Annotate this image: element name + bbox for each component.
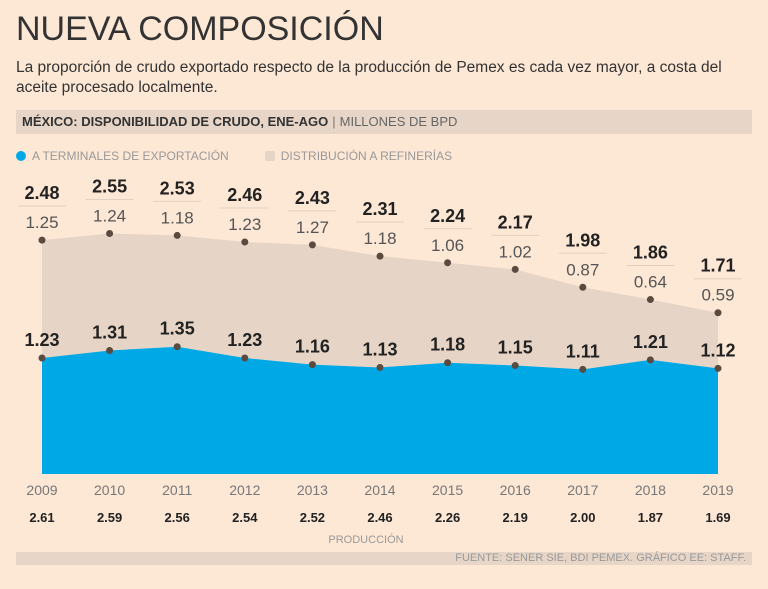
point-total — [241, 238, 249, 246]
production-value: 2.26 — [435, 510, 460, 525]
export-value-label: 1.18 — [430, 335, 465, 355]
x-tick-label: 2018 — [635, 482, 666, 498]
point-export — [444, 359, 452, 367]
refineries-value-label: 1.27 — [296, 218, 329, 237]
point-export — [646, 356, 654, 364]
total-label: 1.98 — [565, 230, 600, 250]
point-export — [38, 354, 46, 362]
total-label: 2.48 — [24, 183, 59, 203]
source-note: FUENTE: SENER SIE, BDI PEMEX. GRÁFICO EE… — [16, 552, 752, 565]
export-value-label: 1.11 — [566, 341, 600, 361]
point-export — [579, 365, 587, 373]
production-value: 1.69 — [705, 510, 730, 525]
point-export — [173, 343, 181, 351]
total-label: 2.53 — [160, 178, 195, 198]
production-value: 2.54 — [232, 510, 258, 525]
legend: A TERMINALES DE EXPORTACIÓN DISTRIBUCIÓN… — [16, 149, 452, 163]
point-total — [444, 259, 452, 267]
point-total — [714, 309, 722, 317]
production-value: 2.59 — [97, 510, 122, 525]
chart-unit: MILLONES DE BPD — [339, 114, 458, 129]
production-value: 1.87 — [638, 510, 663, 525]
total-label: 2.17 — [498, 212, 533, 232]
subtitle: La proporción de crudo exportado respect… — [16, 59, 722, 96]
x-tick-label: 2012 — [229, 482, 260, 498]
x-tick-label: 2017 — [567, 482, 598, 498]
production-value: 2.56 — [165, 510, 190, 525]
total-label: 2.24 — [430, 206, 465, 226]
refineries-value-label: 1.18 — [161, 208, 194, 227]
x-tick-label: 2009 — [26, 482, 57, 498]
export-value-label: 1.23 — [24, 330, 59, 350]
point-total — [173, 231, 181, 239]
x-tick-label: 2011 — [162, 482, 192, 498]
point-export — [241, 354, 249, 362]
x-tick-label: 2010 — [94, 482, 125, 498]
point-total — [106, 230, 114, 238]
x-tick-label: 2014 — [364, 482, 395, 498]
total-label: 2.55 — [92, 177, 127, 197]
export-value-label: 1.15 — [498, 338, 533, 358]
chart-title: MÉXICO: DISPONIBILIDAD DE CRUDO, ENE-AGO — [22, 114, 329, 129]
production-value: 2.19 — [503, 510, 528, 525]
production-value: 2.00 — [570, 510, 595, 525]
refineries-value-label: 1.25 — [25, 213, 58, 232]
refineries-value-label: 0.59 — [701, 286, 734, 305]
x-tick-label: 2015 — [432, 482, 463, 498]
total-label: 2.46 — [227, 185, 262, 205]
point-export — [376, 363, 384, 371]
total-label: 2.43 — [295, 188, 330, 208]
export-area — [42, 346, 718, 474]
production-value: 2.61 — [29, 510, 54, 525]
export-value-label: 1.31 — [92, 322, 127, 342]
point-total — [376, 252, 384, 260]
refineries-value-label: 0.87 — [566, 260, 599, 279]
export-value-label: 1.16 — [295, 337, 330, 357]
refineries-value-label: 1.24 — [93, 207, 126, 226]
total-label: 1.86 — [633, 243, 668, 263]
point-total — [511, 265, 519, 273]
point-total — [308, 241, 316, 249]
legend-swatch-export — [16, 151, 26, 161]
refineries-value-label: 1.23 — [228, 215, 261, 234]
source-text: FUENTE: SENER SIE, BDI PEMEX. GRÁFICO EE… — [455, 552, 746, 564]
production-value: 2.52 — [300, 510, 325, 525]
export-value-label: 1.35 — [160, 319, 195, 339]
production-label: PRODUCCIÓN — [328, 534, 404, 546]
export-value-label: 1.21 — [633, 332, 668, 352]
page-title: NUEVA COMPOSICIÓN — [16, 10, 384, 48]
x-tick-label: 2016 — [500, 482, 531, 498]
point-export — [308, 361, 316, 369]
point-total — [579, 283, 587, 291]
export-value-label: 1.12 — [700, 340, 735, 360]
total-label: 2.31 — [362, 199, 397, 219]
legend-label-export: A TERMINALES DE EXPORTACIÓN — [32, 149, 229, 163]
export-value-label: 1.13 — [362, 339, 397, 359]
point-export — [106, 346, 114, 354]
refineries-value-label: 1.06 — [431, 236, 464, 255]
point-export — [511, 362, 519, 370]
export-value-label: 1.23 — [227, 330, 262, 350]
x-tick-label: 2019 — [702, 482, 733, 498]
refineries-value-label: 0.64 — [634, 273, 667, 292]
total-label: 1.71 — [700, 256, 735, 276]
x-tick-label: 2013 — [297, 482, 328, 498]
refineries-value-label: 1.02 — [499, 242, 532, 261]
point-export — [714, 364, 722, 372]
chart-header-band: MÉXICO: DISPONIBILIDAD DE CRUDO, ENE-AGO… — [16, 110, 752, 134]
legend-swatch-refineries — [264, 151, 275, 161]
legend-label-refineries: DISTRIBUCIÓN A REFINERÍAS — [280, 149, 453, 163]
refineries-value-label: 1.18 — [363, 229, 396, 248]
point-total — [38, 236, 46, 244]
point-total — [646, 296, 654, 304]
production-value: 2.46 — [367, 510, 392, 525]
